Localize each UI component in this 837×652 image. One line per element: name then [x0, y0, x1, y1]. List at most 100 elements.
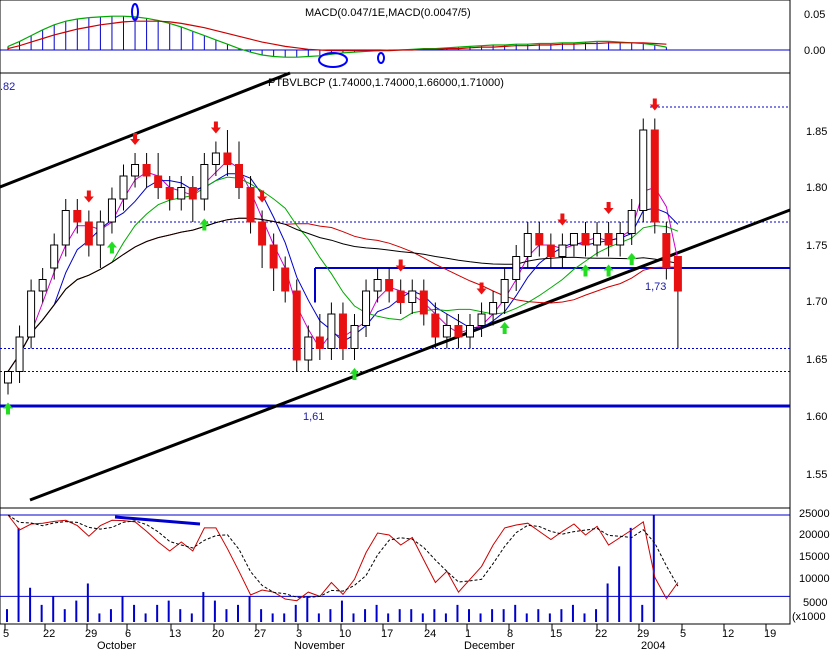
month-label: November [294, 640, 345, 652]
candle-body [419, 290, 428, 315]
candle-body [235, 164, 243, 188]
candle-body [477, 313, 486, 326]
candle-body [223, 152, 232, 165]
stochastic-d-line [7, 514, 679, 598]
candle-body [338, 313, 347, 349]
x-tick-label: 5 [680, 628, 686, 640]
candle-body [84, 221, 93, 246]
price-y-axis: 1.85 1.80 1.75 1.70 1.65 1.60 1.55 [806, 126, 827, 481]
x-axis: 5 22 29 6 13 20 27 3 10 17 24 1 8 15 22 29 5 12 19 October… [0, 623, 790, 652]
sell-arrow-icon [83, 190, 94, 203]
sell-arrow-icon [130, 133, 141, 145]
sell-arrow-icon [649, 98, 660, 111]
candle-body [662, 233, 671, 269]
candle-body [650, 129, 659, 223]
macd-highlight-marker [318, 52, 348, 68]
candle-body [188, 187, 197, 200]
x-tick-label: 29 [85, 628, 97, 640]
candle-body [454, 325, 463, 338]
price-y-tick: 1.75 [806, 240, 827, 252]
candle-body [639, 129, 648, 211]
volume-plot [0, 514, 790, 622]
candle-body [535, 233, 544, 246]
x-tick-label: 17 [381, 628, 393, 640]
x-tick-label: 20 [212, 628, 224, 640]
sell-arrow-icon [557, 213, 568, 226]
candle-body [154, 175, 163, 188]
candle-body [431, 313, 440, 338]
candle-body [107, 198, 116, 223]
x-tick-label: 6 [125, 628, 131, 640]
volume-y-tick: 10000 [799, 573, 830, 585]
candle-body [27, 290, 36, 338]
macd-y-tick: 0.00 [804, 45, 825, 57]
candle-body [281, 267, 290, 292]
candle-body [246, 187, 255, 223]
macd-title: MACD(0.047/1E,MACD(0.0047/5) [305, 7, 471, 19]
candle-body [500, 279, 509, 303]
macd-panel: MACD(0.047/1E,MACD(0.0047/5) 0.05 0.00 [0, 0, 825, 74]
candle-body [350, 325, 359, 349]
price-y-tick: 1.85 [806, 126, 827, 138]
candle-body [523, 233, 532, 257]
upper-trendline [0, 71, 291, 189]
volume-y-tick: 25000 [799, 508, 830, 520]
divergence-line [114, 515, 201, 526]
price-plot [0, 71, 791, 502]
candle-body [200, 164, 209, 200]
x-tick-label: 19 [764, 628, 776, 640]
candle-body [177, 187, 186, 200]
candle-body [373, 279, 382, 292]
annotation-173: 1,73 [645, 281, 666, 293]
x-tick-label: 1 [465, 628, 471, 640]
macd-signal-line [7, 20, 667, 52]
candle-body [546, 244, 555, 257]
month-label: December [464, 640, 515, 652]
x-tick-label: 22 [595, 628, 607, 640]
x-tick-label: 24 [424, 628, 436, 640]
macd-highlight-marker [131, 3, 139, 21]
candle-body [258, 221, 267, 246]
buy-arrow-icon [603, 264, 614, 277]
candle-body [581, 233, 590, 246]
macd-y-axis: 0.05 0.00 [804, 9, 825, 57]
macd-y-tick: 0.05 [804, 9, 825, 21]
volume-unit: (x1000 [792, 611, 826, 623]
moving-average-line [7, 217, 678, 372]
candle-body [385, 279, 394, 292]
candle-body [466, 325, 474, 338]
candle-body [211, 152, 220, 165]
macd-plot [0, 3, 790, 68]
candle-body [142, 164, 151, 177]
moving-average-line [7, 176, 679, 372]
candle-body [512, 256, 521, 280]
buy-arrow-icon [3, 402, 13, 415]
stochastic-k-line [7, 514, 679, 602]
candle-body [131, 164, 140, 177]
candle-body [15, 336, 24, 372]
candle-body [442, 325, 451, 338]
month-label: October [97, 640, 136, 652]
candle-body [362, 290, 371, 326]
sell-arrow-icon [210, 121, 221, 134]
x-tick-label: 8 [507, 628, 513, 640]
x-tick-label: 3 [296, 628, 302, 640]
candle-body [604, 233, 613, 246]
candle-body [489, 302, 498, 315]
candle-body [50, 244, 59, 269]
x-tick-label: 5 [3, 628, 9, 640]
macd-highlight-marker [377, 52, 385, 64]
price-y-tick: 1.60 [806, 411, 827, 423]
candle-body [269, 244, 278, 269]
candle-body [327, 313, 336, 349]
candle-body [38, 279, 47, 292]
candle-body [73, 210, 82, 223]
buy-arrow-icon [199, 218, 210, 231]
x-ticks: 5 22 29 6 13 20 27 3 10 17 24 1 8 15 22 29 5 12 19 [3, 624, 776, 640]
x-tick-label: 10 [339, 628, 351, 640]
candle-body [165, 187, 174, 200]
price-y-tick: 1.70 [806, 296, 827, 308]
x-tick-label: 12 [722, 628, 734, 640]
volume-panel: 25000 20000 15000 10000 5000 (x1000 [0, 507, 830, 625]
